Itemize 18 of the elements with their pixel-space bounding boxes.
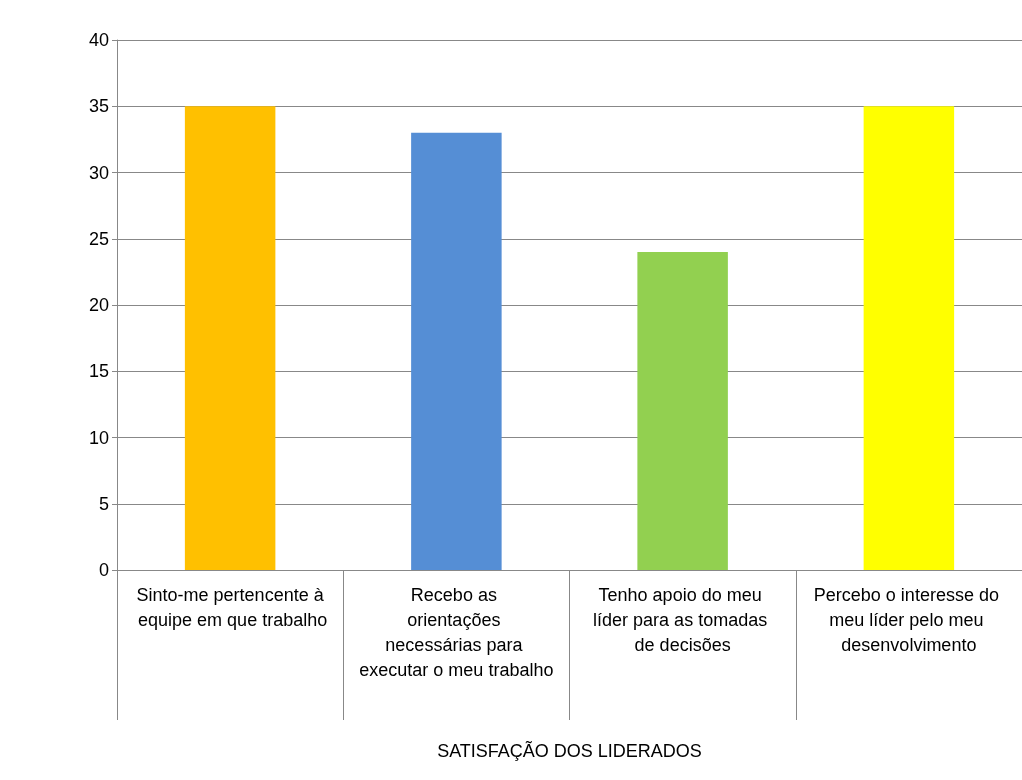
bar [411, 132, 502, 570]
y-tick-label: 20 [88, 295, 109, 315]
x-tick-label: Sinto-me pertencente à equipe em que trabalho [133, 584, 328, 630]
x-tick-label: Percebo o interesse do meu líder pelo meu desenvolvimento [813, 584, 1004, 655]
y-tick-label: 10 [88, 427, 109, 448]
y-tick-label: 5 [98, 493, 109, 514]
y-tick-label: 35 [88, 96, 109, 117]
x-axis-title: SATISFAÇÃO DOS LIDERADOS [437, 740, 702, 761]
y-tick-label: 40 [88, 30, 109, 50]
bar [184, 106, 276, 570]
bar [637, 252, 728, 570]
y-tick-label: 30 [88, 162, 109, 183]
x-tick-label: Recebo as orientações necessárias para executar o meu trabalho [359, 584, 554, 680]
y-tick-label: 25 [88, 228, 109, 249]
x-tick-label: Tenho apoio do meu líder para as tomadas de decisões [593, 584, 773, 655]
y-tick-label: 0 [98, 560, 109, 580]
bar [863, 106, 955, 570]
y-tick-label: 15 [88, 361, 109, 382]
